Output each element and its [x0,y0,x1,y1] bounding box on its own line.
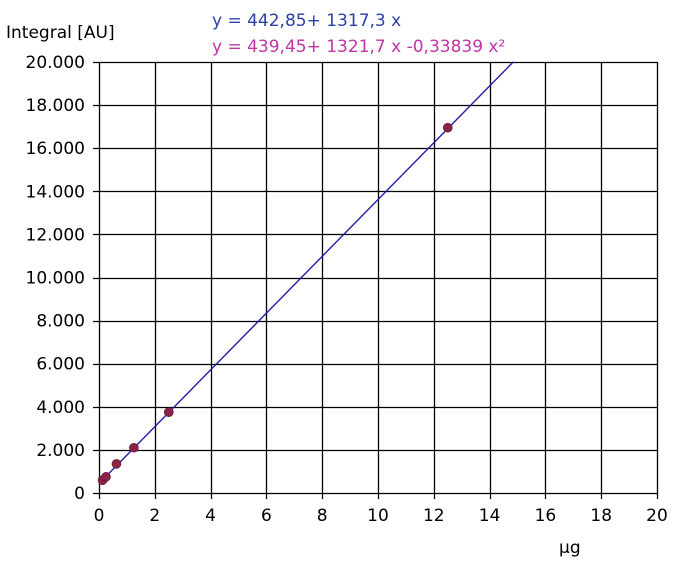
x-tick-label: 8 [317,506,328,526]
x-tick-label: 10 [367,506,389,526]
y-tick-labels: 0 2.000 4.000 6.000 8.000 10.000 12.000 14.000 1… [26,53,85,504]
y-tick-label: 16.000 [26,139,85,159]
x-tick-labels: 0 2 4 6 8 10 12 14 16 18 20 [94,506,668,526]
grid [93,61,659,499]
y-tick-label: 2.000 [36,441,85,461]
x-tick-label: 0 [94,506,105,526]
x-tick-label: 14 [479,506,501,526]
y-tick-label: 0 [74,484,85,504]
data-point [101,472,111,482]
data-points [97,122,453,486]
y-tick-label: 14.000 [26,182,85,202]
data-point [442,122,453,133]
x-tick-label: 2 [149,506,160,526]
y-tick-label: 10.000 [26,269,85,289]
linear-equation-label: y = 442,85+ 1317,3 x [212,11,401,31]
quadratic-equation-label: y = 439,45+ 1321,7 x -0,33839 x² [212,37,505,57]
x-tick-label: 18 [590,506,612,526]
x-tick-label: 4 [205,506,216,526]
x-axis-label: µg [559,538,581,558]
x-tick-label: 6 [261,506,272,526]
y-tick-label: 12.000 [26,225,85,245]
data-point [129,442,139,453]
data-point [163,407,174,417]
y-tick-label: 6.000 [36,355,85,375]
x-tick-label: 20 [646,506,668,526]
y-tick-label: 18.000 [26,96,85,116]
data-point [111,459,122,469]
y-axis-label: Integral [AU] [6,23,115,43]
y-tick-label: 8.000 [36,312,85,332]
y-tick-label: 20.000 [26,53,85,73]
x-tick-label: 16 [535,506,557,526]
y-tick-label: 4.000 [36,398,85,418]
x-tick-label: 12 [423,506,445,526]
